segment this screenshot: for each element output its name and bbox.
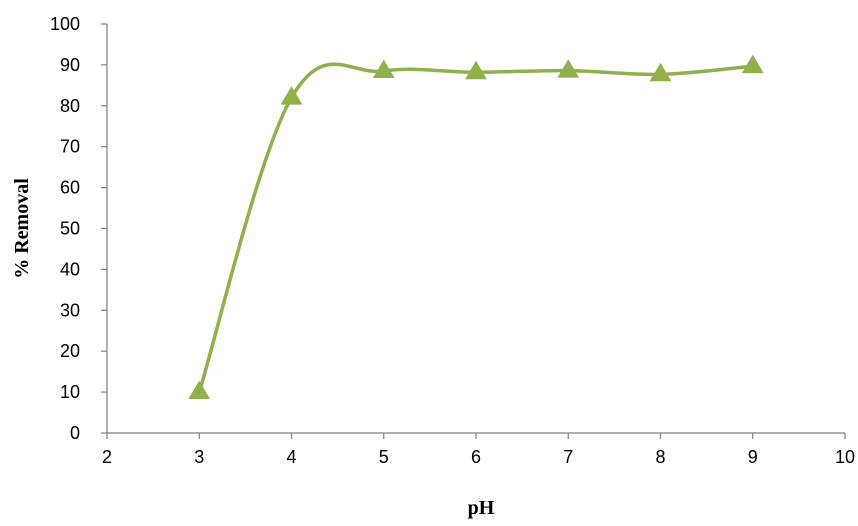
x-axis-title: pH [468,497,495,519]
data-point-marker [649,62,672,82]
data-point-marker [557,59,580,78]
x-tick-label: 2 [102,447,112,467]
y-tick-label: 50 [60,219,80,239]
data-point-marker [188,380,211,400]
y-tick-label: 80 [60,96,80,116]
y-tick-label: 0 [70,423,80,443]
x-tick-label: 5 [379,447,389,467]
data-point-marker [465,60,487,80]
x-tick-label: 3 [194,447,204,467]
data-point-marker [741,54,764,74]
y-tick-label: 30 [60,300,80,320]
data-point-marker [372,59,395,78]
x-tick-label: 6 [471,447,481,467]
y-axis-title: % Removal [11,178,33,279]
axes [106,24,845,434]
x-tick-label: 8 [655,447,665,467]
x-tick-label: 7 [563,447,573,467]
y-tick-label: 70 [60,137,80,157]
y-tick-label: 100 [50,14,80,34]
series-line [197,62,753,393]
y-tick-label: 90 [60,55,80,75]
data-point-marker [280,86,303,105]
x-tick-label: 9 [748,447,758,467]
y-tick-label: 10 [60,382,80,402]
x-tick-label: 4 [286,447,296,467]
y-tick-label: 40 [60,259,80,279]
x-tick-label: 10 [835,447,855,467]
y-tick-label: 20 [60,341,80,361]
y-tick-label: 60 [60,178,80,198]
markers [188,54,764,400]
series [197,62,753,393]
